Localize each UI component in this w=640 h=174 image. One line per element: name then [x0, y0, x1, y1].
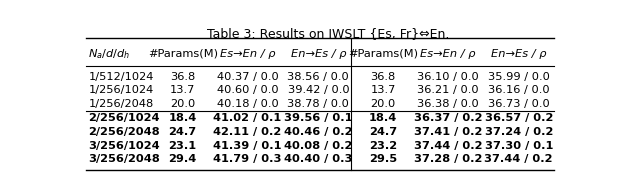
Text: 36.10 / 0.0: 36.10 / 0.0: [417, 72, 479, 82]
Text: 29.4: 29.4: [168, 155, 196, 164]
Text: 18.4: 18.4: [168, 113, 196, 123]
Text: 39.42 / 0.0: 39.42 / 0.0: [287, 85, 349, 96]
Text: 36.57 / 0.2: 36.57 / 0.2: [484, 113, 553, 123]
Text: 13.7: 13.7: [170, 85, 195, 96]
Text: 2/256/2048: 2/256/2048: [88, 127, 160, 137]
Text: 37.44 / 0.2: 37.44 / 0.2: [413, 141, 482, 151]
Text: 3/256/1024: 3/256/1024: [88, 141, 160, 151]
Text: #Params(M): #Params(M): [148, 49, 218, 59]
Text: 37.41 / 0.2: 37.41 / 0.2: [413, 127, 482, 137]
Text: 40.60 / 0.0: 40.60 / 0.0: [216, 85, 278, 96]
Text: 40.46 / 0.2: 40.46 / 0.2: [284, 127, 353, 137]
Text: 20.0: 20.0: [170, 99, 195, 109]
Text: 37.30 / 0.1: 37.30 / 0.1: [484, 141, 553, 151]
Text: 37.44 / 0.2: 37.44 / 0.2: [484, 155, 553, 164]
Text: 37.28 / 0.2: 37.28 / 0.2: [413, 155, 482, 164]
Text: 36.16 / 0.0: 36.16 / 0.0: [488, 85, 550, 96]
Text: 36.8: 36.8: [371, 72, 396, 82]
Text: 37.24 / 0.2: 37.24 / 0.2: [484, 127, 553, 137]
Text: $N_a/d/d_h$: $N_a/d/d_h$: [88, 47, 131, 61]
Text: 1/256/1024: 1/256/1024: [88, 85, 154, 96]
Text: 36.73 / 0.0: 36.73 / 0.0: [488, 99, 550, 109]
Text: 2/256/1024: 2/256/1024: [88, 113, 160, 123]
Text: En→Es / ρ: En→Es / ρ: [491, 49, 547, 59]
Text: 24.7: 24.7: [369, 127, 397, 137]
Text: 23.2: 23.2: [369, 141, 397, 151]
Text: 36.37 / 0.2: 36.37 / 0.2: [413, 113, 482, 123]
Text: 41.39 / 0.1: 41.39 / 0.1: [213, 141, 282, 151]
Text: 3/256/2048: 3/256/2048: [88, 155, 160, 164]
Text: 36.8: 36.8: [170, 72, 195, 82]
Text: 24.7: 24.7: [168, 127, 196, 137]
Text: 40.08 / 0.2: 40.08 / 0.2: [284, 141, 353, 151]
Text: 18.4: 18.4: [369, 113, 397, 123]
Text: 36.38 / 0.0: 36.38 / 0.0: [417, 99, 479, 109]
Text: 1/512/1024: 1/512/1024: [88, 72, 154, 82]
Text: Table 3: Results on IWSLT {Es, Fr}⇔En.: Table 3: Results on IWSLT {Es, Fr}⇔En.: [207, 27, 449, 40]
Text: 35.99 / 0.0: 35.99 / 0.0: [488, 72, 550, 82]
Text: 41.02 / 0.1: 41.02 / 0.1: [213, 113, 282, 123]
Text: En→Es / ρ: En→Es / ρ: [291, 49, 346, 59]
Text: 42.11 / 0.2: 42.11 / 0.2: [213, 127, 282, 137]
Text: 29.5: 29.5: [369, 155, 397, 164]
Text: 1/256/2048: 1/256/2048: [88, 99, 154, 109]
Text: 40.18 / 0.0: 40.18 / 0.0: [216, 99, 278, 109]
Text: 40.37 / 0.0: 40.37 / 0.0: [216, 72, 278, 82]
Text: 41.79 / 0.3: 41.79 / 0.3: [213, 155, 282, 164]
Text: 38.56 / 0.0: 38.56 / 0.0: [287, 72, 349, 82]
Text: 39.56 / 0.1: 39.56 / 0.1: [284, 113, 353, 123]
Text: 40.40 / 0.3: 40.40 / 0.3: [284, 155, 353, 164]
Text: 13.7: 13.7: [371, 85, 396, 96]
Text: 23.1: 23.1: [168, 141, 196, 151]
Text: 36.21 / 0.0: 36.21 / 0.0: [417, 85, 479, 96]
Text: 38.78 / 0.0: 38.78 / 0.0: [287, 99, 349, 109]
Text: Es→En / ρ: Es→En / ρ: [220, 49, 275, 59]
Text: Es→En / ρ: Es→En / ρ: [420, 49, 476, 59]
Text: 20.0: 20.0: [371, 99, 396, 109]
Text: #Params(M): #Params(M): [348, 49, 418, 59]
